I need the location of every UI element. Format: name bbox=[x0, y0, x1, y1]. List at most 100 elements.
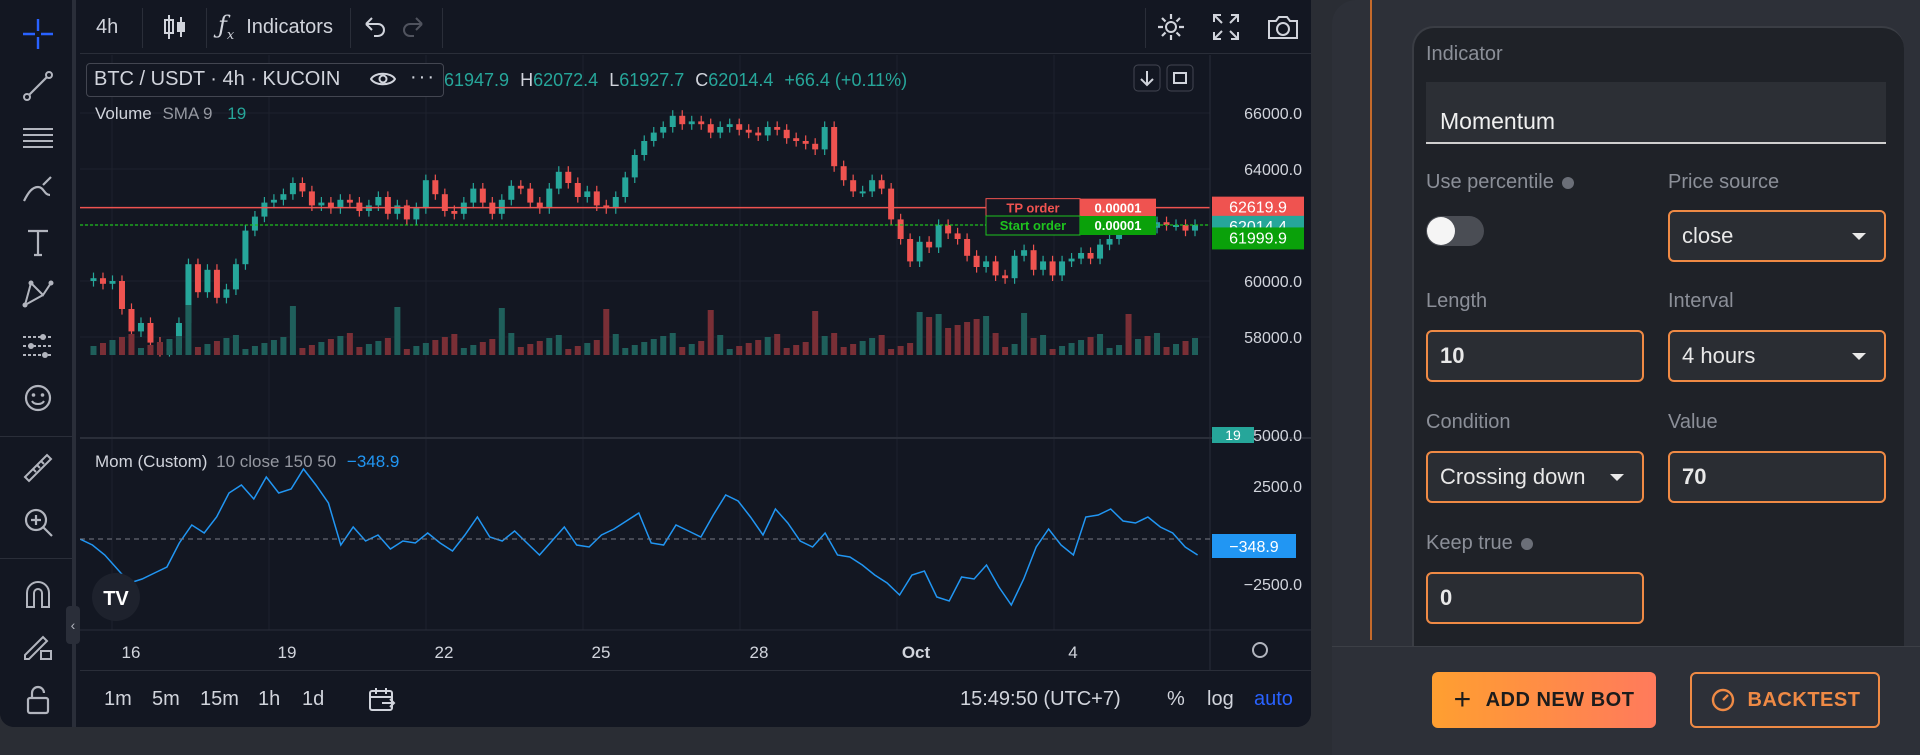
length-label: Length bbox=[1426, 290, 1488, 312]
chart-widget[interactable]: 4h ƒx Indicators bbox=[0, 0, 1311, 727]
info-icon[interactable] bbox=[1561, 176, 1574, 189]
ruler-icon[interactable] bbox=[14, 446, 62, 490]
candle-body bbox=[270, 199, 277, 203]
interval-button[interactable]: 4h bbox=[96, 15, 119, 38]
volume-bar bbox=[1106, 348, 1113, 355]
tp-price-badge-box bbox=[1212, 196, 1304, 219]
volume-bar bbox=[1040, 335, 1047, 355]
range-1d-button[interactable]: 1d bbox=[302, 688, 325, 710]
more-options-icon[interactable]: ··· bbox=[410, 66, 436, 88]
volume-bar bbox=[802, 342, 809, 355]
volume-bar bbox=[356, 347, 363, 355]
candle-body bbox=[565, 171, 572, 183]
add-new-bot-button[interactable]: + ADD NEW BOT bbox=[1432, 672, 1656, 728]
go-to-date-icon[interactable] bbox=[368, 671, 396, 727]
time-tick-label: 28 bbox=[750, 643, 769, 662]
momentum-tick-label: −2500.0 bbox=[1244, 577, 1302, 594]
log-scale-button[interactable]: log bbox=[1207, 688, 1234, 710]
candle-body bbox=[517, 185, 524, 189]
volume-params: SMA 9 bbox=[162, 104, 213, 123]
undo-icon[interactable] bbox=[362, 0, 388, 54]
eye-icon[interactable] bbox=[369, 70, 397, 94]
volume-bar bbox=[1097, 334, 1104, 355]
keep-true-input[interactable]: 0 bbox=[1426, 572, 1644, 624]
fullscreen-icon[interactable] bbox=[1211, 0, 1241, 54]
range-1h-button[interactable]: 1h bbox=[258, 688, 281, 710]
range-15m-button[interactable]: 15m bbox=[200, 688, 239, 710]
volume-bar bbox=[1173, 344, 1180, 355]
volume-bar bbox=[1049, 349, 1056, 355]
volume-bar bbox=[897, 346, 904, 355]
text-icon[interactable] bbox=[14, 220, 62, 264]
clock-label[interactable]: 15:49:50 (UTC+7) bbox=[960, 688, 1121, 710]
volume-bar bbox=[1059, 346, 1066, 355]
candle-body bbox=[1068, 258, 1075, 262]
prediction-icon[interactable] bbox=[14, 324, 62, 368]
percent-scale-button[interactable]: % bbox=[1167, 688, 1185, 710]
volume-badge-box bbox=[1212, 427, 1254, 443]
range-5m-button[interactable]: 5m bbox=[152, 688, 180, 710]
volume-bar bbox=[973, 319, 980, 355]
price-source-select[interactable]: close bbox=[1668, 210, 1886, 262]
candle-body bbox=[128, 309, 135, 332]
lock-icon[interactable] bbox=[14, 678, 62, 722]
interval-select[interactable]: 4 hours bbox=[1668, 330, 1886, 382]
dropdown-caret-icon bbox=[1852, 353, 1866, 360]
start-order-label: Start order bbox=[1000, 218, 1066, 233]
candle-body bbox=[1182, 225, 1189, 231]
snapshot-camera-icon[interactable] bbox=[1266, 0, 1300, 54]
range-1m-button[interactable]: 1m bbox=[104, 688, 132, 710]
indicators-button[interactable]: ƒx Indicators bbox=[218, 0, 333, 54]
length-input[interactable]: 10 bbox=[1426, 330, 1644, 382]
magnet-icon[interactable] bbox=[14, 572, 62, 616]
symbol-title[interactable]: BTC / USDT · 4h · KUCOIN bbox=[94, 68, 341, 90]
collapse-toolbar-handle[interactable]: ‹ bbox=[66, 606, 80, 644]
speedometer-icon bbox=[1711, 688, 1734, 712]
change-value: +66.4 (+0.11%) bbox=[784, 70, 908, 90]
info-icon[interactable] bbox=[1520, 537, 1533, 550]
redo-icon[interactable] bbox=[400, 0, 426, 54]
candle-body bbox=[280, 194, 287, 200]
settings-gear-icon[interactable] bbox=[1155, 0, 1187, 54]
use-percentile-toggle[interactable] bbox=[1426, 216, 1484, 246]
zoom-in-icon[interactable] bbox=[14, 500, 62, 544]
condition-select[interactable]: Crossing down bbox=[1426, 451, 1644, 503]
emoji-icon[interactable] bbox=[14, 376, 62, 420]
crosshair-icon[interactable] bbox=[14, 12, 62, 56]
pattern-icon[interactable] bbox=[14, 272, 62, 316]
open-value: 61947.9 bbox=[444, 70, 510, 90]
indicators-label: Indicators bbox=[246, 15, 333, 38]
value-input[interactable]: 70 bbox=[1668, 451, 1886, 503]
chart-plot-area[interactable]: TP order 0.00001 Start order 0.00001 66000.0… bbox=[80, 55, 1311, 670]
candle-body bbox=[1078, 253, 1085, 259]
momentum-value-badge: −348.9 bbox=[1229, 539, 1278, 556]
candle-body bbox=[261, 202, 268, 217]
volume-bar bbox=[422, 343, 429, 355]
candle-body bbox=[508, 185, 515, 200]
fib-retracement-icon[interactable] bbox=[14, 116, 62, 160]
volume-bar bbox=[726, 349, 733, 355]
function-icon: ƒx bbox=[218, 11, 235, 43]
volume-bar bbox=[546, 338, 553, 355]
brush-icon[interactable] bbox=[14, 168, 62, 212]
candle-body bbox=[603, 205, 610, 209]
indicator-field[interactable]: Momentum bbox=[1426, 82, 1886, 144]
volume-bar bbox=[308, 345, 315, 355]
symbol-legend-box[interactable] bbox=[86, 63, 444, 97]
auto-scale-button[interactable]: auto bbox=[1254, 688, 1293, 710]
candle-body bbox=[308, 191, 315, 206]
volume-bar bbox=[1116, 345, 1123, 355]
lock-drawing-pencil-icon[interactable] bbox=[14, 624, 62, 668]
volume-bar bbox=[755, 340, 762, 355]
candle-body bbox=[498, 199, 505, 214]
volume-bar bbox=[318, 342, 325, 355]
backtest-button[interactable]: BACKTEST bbox=[1690, 672, 1880, 728]
volume-bar bbox=[555, 335, 562, 355]
reset-scale-glyph-icon bbox=[1173, 72, 1187, 84]
volume-bar bbox=[888, 349, 895, 355]
candle-body bbox=[660, 127, 667, 133]
trend-line-icon[interactable] bbox=[14, 64, 62, 108]
volume-bar bbox=[622, 348, 629, 355]
volume-bar bbox=[1144, 336, 1151, 355]
candles-chart-type-icon[interactable] bbox=[152, 0, 198, 54]
